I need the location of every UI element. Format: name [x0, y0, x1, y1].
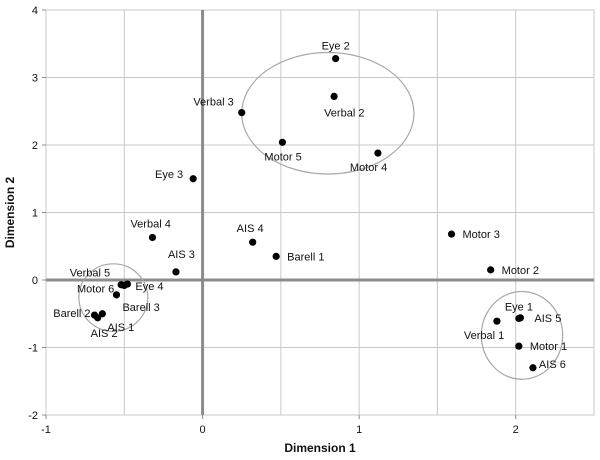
- x-tick-label: 2: [513, 424, 519, 436]
- data-label: Eye 3: [155, 169, 183, 181]
- data-label: AIS 6: [539, 359, 566, 371]
- data-point: [487, 266, 495, 274]
- data-point: [374, 149, 382, 157]
- data-label: AIS 2: [91, 328, 118, 340]
- data-point: [516, 314, 525, 322]
- data-label: Verbal 5: [70, 268, 110, 280]
- x-axis-title: Dimension 1: [284, 441, 356, 455]
- data-label: Motor 1: [530, 341, 567, 353]
- y-tick-label: 3: [32, 73, 38, 85]
- data-point: [330, 92, 338, 100]
- data-label: Motor 3: [463, 229, 500, 241]
- data-label: Motor 6: [77, 283, 114, 295]
- y-tick-label: 4: [32, 5, 38, 17]
- y-tick-label: 0: [32, 275, 38, 287]
- cluster-ellipse: [480, 290, 564, 380]
- data-point: [493, 317, 501, 325]
- y-tick-label: -2: [28, 410, 38, 422]
- x-tick-label: 0: [200, 424, 206, 436]
- data-label: Eye 1: [505, 301, 533, 313]
- data-label: AIS 5: [534, 313, 561, 325]
- data-point: [272, 252, 280, 260]
- data-point: [148, 233, 157, 242]
- cluster-ellipse: [78, 263, 149, 332]
- data-point: [189, 175, 197, 183]
- data-point: [332, 55, 340, 63]
- data-point: [249, 238, 257, 246]
- data-label: Motor 4: [350, 162, 387, 174]
- data-label: Eye 4: [135, 281, 163, 293]
- data-label: Motor 2: [502, 265, 539, 277]
- data-point: [515, 342, 523, 350]
- y-tick-label: -1: [28, 343, 38, 355]
- data-label: Verbal 1: [464, 330, 504, 342]
- data-point: [123, 280, 132, 288]
- data-point: [278, 138, 287, 146]
- data-point: [172, 268, 180, 276]
- data-label: Barell 1: [287, 251, 324, 263]
- data-label: Motor 5: [264, 151, 301, 163]
- data-point: [94, 314, 102, 322]
- y-tick-label: 2: [32, 140, 38, 152]
- data-label: AIS 4: [237, 223, 264, 235]
- data-label: AIS 1: [107, 322, 134, 334]
- data-label: Barell 2: [53, 308, 90, 320]
- data-point: [447, 230, 456, 238]
- y-tick-label: 1: [32, 208, 38, 220]
- data-label: Verbal 2: [324, 107, 364, 119]
- data-label: Verbal 4: [130, 218, 170, 230]
- x-tick-label: 1: [356, 424, 362, 436]
- data-point: [238, 109, 246, 117]
- y-axis-title: Dimension 2: [3, 177, 17, 249]
- data-label: Barell 3: [122, 302, 159, 314]
- data-point: [98, 310, 106, 318]
- data-label: AIS 3: [168, 249, 195, 261]
- x-tick-label: -1: [41, 424, 51, 436]
- data-label: Verbal 3: [193, 97, 233, 109]
- data-point: [112, 291, 121, 299]
- data-point: [529, 364, 537, 372]
- data-label: Eye 2: [322, 41, 350, 53]
